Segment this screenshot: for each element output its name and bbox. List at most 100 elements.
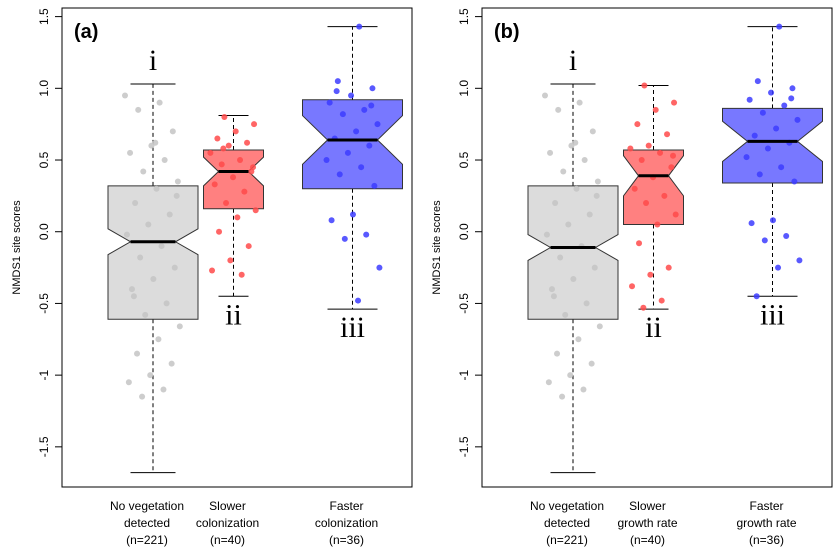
point (759, 109, 766, 116)
point (368, 102, 375, 109)
point (560, 168, 567, 175)
point (160, 386, 167, 393)
x-tick-label: Slower (209, 499, 246, 513)
point (596, 323, 603, 330)
point (127, 149, 134, 156)
panel: NMDS1 site scores -1.5 -1 -0.5 0.0 0.5 1.0 1.5 i… (431, 7, 833, 547)
point (173, 192, 180, 199)
point (754, 78, 761, 85)
annotation: iii (340, 311, 365, 344)
point (550, 293, 557, 300)
point (241, 188, 248, 195)
point (658, 297, 665, 304)
point (665, 264, 672, 271)
point (125, 379, 132, 386)
point (209, 267, 216, 274)
point (218, 161, 225, 168)
point (588, 360, 595, 367)
point (130, 293, 137, 300)
point (764, 145, 771, 152)
point (753, 293, 760, 300)
y-tick-label: -1.5 (37, 436, 51, 457)
box (107, 185, 199, 320)
x-tick-label: Faster (749, 499, 783, 513)
point (670, 152, 677, 159)
point (572, 139, 579, 146)
point (323, 157, 330, 164)
point (559, 393, 566, 400)
point (542, 92, 548, 99)
y-tick-label: 1.5 (37, 8, 51, 25)
x-tick-label: Faster (329, 499, 363, 513)
annotation: ii (645, 311, 662, 344)
point (641, 82, 648, 89)
point (139, 393, 146, 400)
point (361, 106, 368, 113)
point (152, 139, 159, 146)
y-tick-label: -1 (457, 369, 471, 380)
point (576, 99, 583, 106)
point (776, 23, 783, 30)
point (756, 171, 763, 178)
y-tick-label: 0.0 (37, 223, 51, 240)
point (207, 149, 214, 156)
point (234, 214, 241, 221)
point (334, 78, 341, 85)
panel: NMDS1 site scores -1.5 -1 -0.5 0.0 0.5 1.0 1.5 i… (11, 7, 413, 547)
point (135, 106, 142, 113)
point (339, 111, 346, 118)
point (668, 164, 675, 171)
point (788, 95, 795, 102)
point (147, 372, 154, 379)
plot-frame (61, 7, 413, 488)
point (567, 372, 574, 379)
point (221, 113, 228, 120)
point (163, 300, 170, 307)
point (132, 200, 139, 207)
box (623, 149, 684, 226)
point (134, 350, 141, 357)
annotation: i (569, 44, 577, 77)
point (142, 311, 149, 318)
point (664, 131, 671, 138)
point (245, 243, 252, 250)
point (552, 200, 559, 207)
y-tick-label: -0.5 (37, 293, 51, 314)
point (554, 350, 561, 357)
point (645, 142, 652, 149)
point (638, 157, 645, 164)
point (796, 257, 803, 264)
point (652, 106, 659, 113)
point (227, 257, 234, 264)
point (353, 128, 360, 135)
annotation: ii (225, 298, 242, 331)
point (557, 254, 564, 261)
y-tick-label: 1.0 (37, 80, 51, 97)
x-tick-label: No vegetation (530, 499, 604, 513)
point (629, 283, 636, 290)
point (778, 164, 785, 171)
point (153, 185, 160, 192)
point (594, 178, 601, 185)
point (150, 276, 157, 283)
point (555, 106, 562, 113)
point (358, 164, 365, 171)
x-tick-label: colonization (315, 516, 378, 530)
point (627, 145, 634, 152)
point (137, 254, 144, 261)
point (773, 125, 780, 132)
point (781, 102, 788, 109)
point (565, 221, 572, 228)
point (746, 96, 753, 103)
point (214, 135, 221, 142)
point (349, 211, 356, 218)
point (344, 149, 351, 156)
point (122, 92, 128, 99)
box (722, 107, 823, 184)
point (789, 85, 796, 92)
point (145, 221, 152, 228)
point (647, 271, 654, 278)
point (238, 271, 245, 278)
point (751, 132, 758, 139)
